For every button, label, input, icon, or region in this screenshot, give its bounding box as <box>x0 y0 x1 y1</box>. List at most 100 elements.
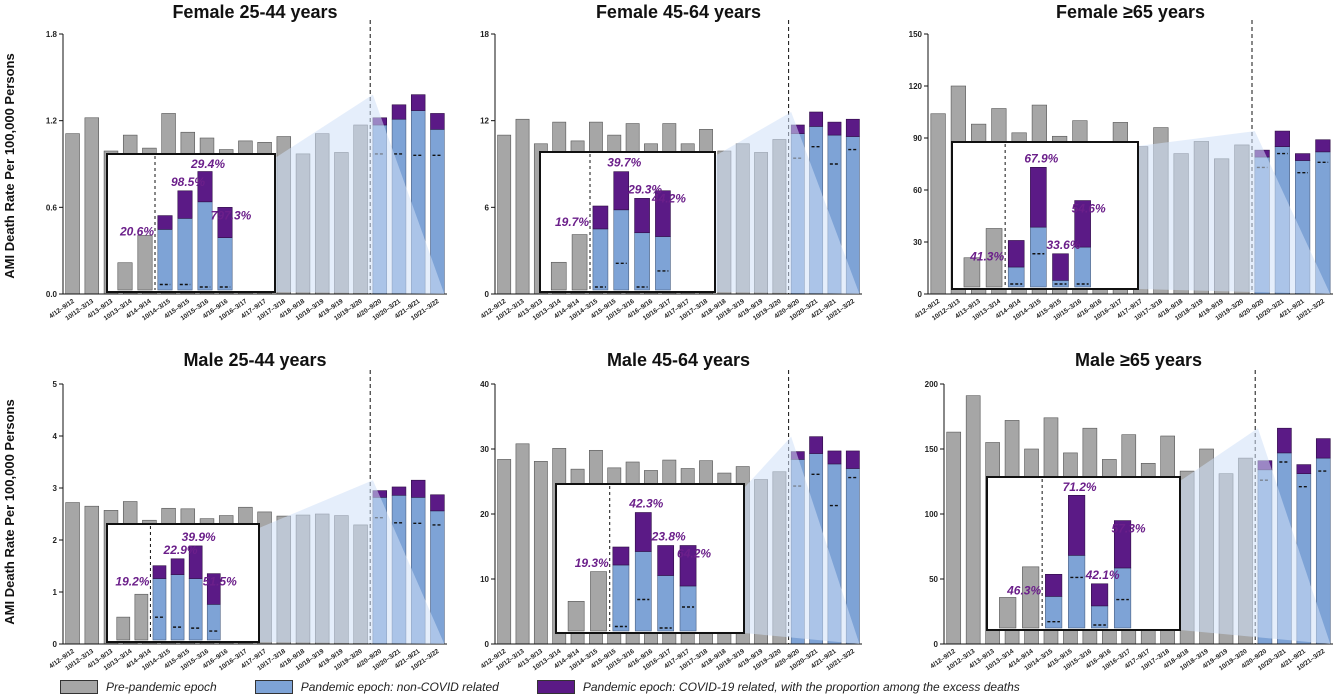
inset-percent-label: 19.2% <box>115 575 149 589</box>
legend-swatch-pandemic <box>254 680 293 694</box>
y-tick-label: 30 <box>480 445 489 454</box>
bar-covid <box>430 113 445 130</box>
inset-bar-covid <box>206 573 221 605</box>
inset-bar-covid <box>655 190 671 237</box>
y-tick-label: 0 <box>934 640 939 649</box>
bar-pre <box>965 395 981 645</box>
bar-covid <box>391 104 407 120</box>
panel-0: Female 25-44 years4/12–9/1210/12–3/134/1… <box>46 2 447 322</box>
inset-bar-covid <box>679 545 697 587</box>
y-tick-label: 10 <box>480 575 489 584</box>
inset-bar-covid <box>1045 573 1063 597</box>
inset-bar-non-covid <box>170 574 185 641</box>
inset-bar-non-covid <box>1074 246 1091 288</box>
panel-title: Male 25-44 years <box>183 350 326 370</box>
y-axis-label-top: AMI Death Rate Per 100,000 Persons <box>2 53 17 278</box>
inset-bar-covid <box>197 171 213 203</box>
panel-5: Male ≥65 years4/12–9/1210/12–3/134/13–9/… <box>925 350 1333 672</box>
panel-title: Female 45-64 years <box>596 2 761 22</box>
inset-bar-non-covid <box>634 232 650 291</box>
y-tick-label: 12 <box>480 117 489 126</box>
inset-bar-non-covid <box>634 551 652 632</box>
inset-bar-covid <box>177 190 193 219</box>
inset-bar-pre <box>1022 566 1040 629</box>
inset-bar-pre <box>999 597 1017 629</box>
inset-percent-label: 46.3% <box>1006 583 1041 597</box>
inset-percent-label: 44.2% <box>651 192 686 206</box>
inset-percent-label: 64.2% <box>677 547 711 561</box>
inset-percent-label: 98.5% <box>171 175 205 189</box>
panel-4: Male 45-64 years4/12–9/1210/12–3/134/13–… <box>480 350 862 672</box>
y-tick-label: 150 <box>925 445 939 454</box>
y-tick-label: 90 <box>913 134 922 143</box>
legend-label-pandemic: Pandemic epoch: non-COVID related <box>300 680 499 694</box>
inset-percent-label: 22.9% <box>163 543 198 557</box>
inset-zoom-connector <box>1180 428 1331 644</box>
legend-item-pre: Pre-pandemic epoch <box>60 680 217 694</box>
bar-covid <box>1296 464 1312 475</box>
bar-pre <box>84 505 100 645</box>
bar-covid <box>845 450 860 469</box>
y-tick-label: 5 <box>53 380 58 389</box>
inset-zoom-connector <box>275 94 445 295</box>
inset-bar-covid <box>157 215 173 230</box>
inset-percent-label: 41.3% <box>969 249 1004 263</box>
bar-pre <box>930 113 946 295</box>
inset-percent-label: 39.9% <box>182 530 216 544</box>
panel-title: Female 25-44 years <box>172 2 337 22</box>
inset-percent-label: 57.3% <box>1112 522 1146 536</box>
inset-percent-label: 51.5% <box>203 575 237 589</box>
inset-bar-non-covid <box>217 237 233 291</box>
inset-bar-pre <box>550 261 567 291</box>
inset-bar-non-covid <box>655 236 671 291</box>
legend-item-covid: Pandemic epoch: COVID-19 related, with t… <box>536 680 1020 694</box>
bar-covid <box>410 479 426 498</box>
legend: Pre-pandemic epoch Pandemic epoch: non-C… <box>60 676 1058 698</box>
y-tick-label: 6 <box>485 203 490 212</box>
panel-title: Female ≥65 years <box>1056 2 1205 22</box>
inset-bar-non-covid <box>188 578 203 641</box>
y-tick-label: 30 <box>913 238 922 247</box>
panel-2: Female ≥65 years4/12–9/1210/12–3/134/13–… <box>909 2 1333 322</box>
inset-bar-pre <box>116 616 131 641</box>
inset-percent-label: 23.8% <box>651 530 686 544</box>
y-tick-label: 0 <box>485 290 490 299</box>
panel-title: Male ≥65 years <box>1075 350 1202 370</box>
inset-bar-covid <box>634 198 650 234</box>
inset-bar-covid <box>1113 520 1132 569</box>
y-tick-label: 1.8 <box>46 30 58 39</box>
panel-title: Male 45-64 years <box>607 350 750 370</box>
inset-percent-label: 71.2% <box>1063 480 1097 494</box>
y-tick-label: 0.6 <box>46 203 58 212</box>
inset-bar-non-covid <box>1045 596 1063 629</box>
inset-bar-pre <box>571 234 588 291</box>
y-tick-label: 1 <box>53 588 58 597</box>
legend-label-pre: Pre-pandemic epoch <box>106 680 217 694</box>
bar-covid <box>827 450 842 465</box>
inset-bar-non-covid <box>592 228 609 291</box>
legend-swatch-pre <box>60 680 98 694</box>
inset-bar-covid <box>188 545 203 579</box>
inset-percent-label: 42.1% <box>1085 568 1120 582</box>
bar-covid <box>1295 153 1311 161</box>
inset-zoom-connector <box>744 436 860 644</box>
y-tick-label: 20 <box>480 510 489 519</box>
bar-pre <box>946 431 962 645</box>
inset-bar-covid <box>152 565 167 579</box>
inset-bar-covid <box>1052 253 1069 281</box>
inset-bar-covid <box>1030 167 1047 228</box>
inset-bar-covid <box>1091 583 1109 607</box>
bar-covid <box>391 486 407 496</box>
bar-pre <box>533 461 548 645</box>
y-tick-label: 40 <box>480 380 489 389</box>
inset-bar-covid <box>1074 200 1091 248</box>
inset-percent-label: 20.6% <box>119 225 154 239</box>
panel-3: Male 25-44 years4/12–9/1210/12–3/134/13–… <box>48 350 447 672</box>
inset-percent-label: 797.3% <box>211 208 252 222</box>
inset-percent-label: 29.3% <box>627 182 662 196</box>
y-tick-label: 150 <box>909 30 923 39</box>
inset-bar-non-covid <box>657 575 675 632</box>
bar-pre <box>497 459 512 645</box>
y-tick-label: 18 <box>480 30 489 39</box>
